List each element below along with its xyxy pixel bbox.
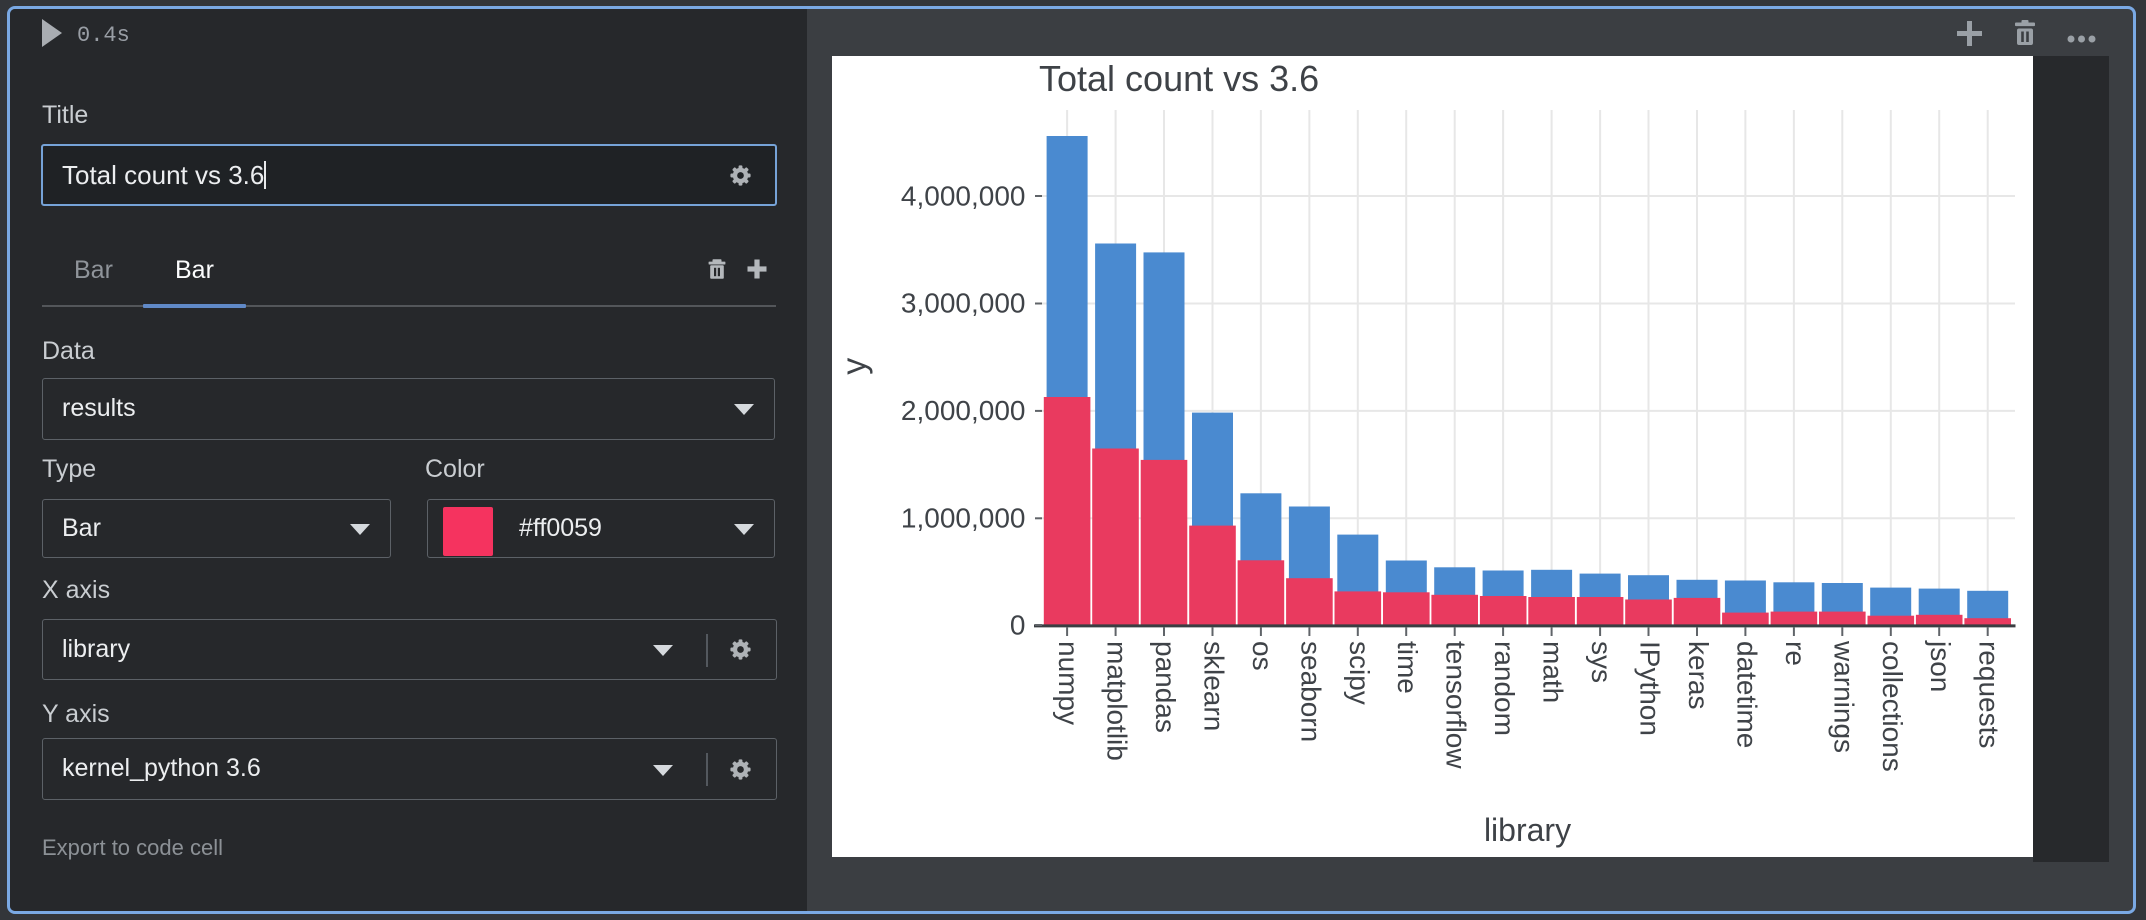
svg-text:json: json (1925, 640, 1956, 692)
svg-text:sklearn: sklearn (1199, 641, 1230, 731)
svg-text:IPython: IPython (1635, 641, 1666, 736)
svg-text:sys: sys (1586, 641, 1617, 683)
svg-text:collections: collections (1877, 641, 1908, 772)
svg-text:warnings: warnings (1828, 640, 1859, 753)
svg-text:4,000,000: 4,000,000 (901, 181, 1026, 212)
svg-text:3,000,000: 3,000,000 (901, 288, 1026, 319)
svg-text:pandas: pandas (1150, 641, 1181, 733)
svg-text:2,000,000: 2,000,000 (901, 395, 1026, 426)
svg-text:0: 0 (1010, 610, 1026, 641)
svg-text:random: random (1489, 641, 1520, 736)
svg-text:math: math (1538, 641, 1569, 703)
svg-text:numpy: numpy (1053, 641, 1084, 725)
svg-text:tensorflow: tensorflow (1441, 641, 1472, 769)
svg-text:time: time (1392, 641, 1423, 694)
svg-text:os: os (1247, 641, 1278, 671)
svg-text:scipy: scipy (1344, 641, 1375, 705)
svg-text:y: y (835, 358, 873, 375)
svg-text:datetime: datetime (1731, 641, 1762, 748)
svg-text:seaborn: seaborn (1295, 641, 1326, 742)
svg-text:re: re (1780, 641, 1811, 666)
svg-text:keras: keras (1683, 641, 1714, 709)
svg-text:matplotlib: matplotlib (1102, 641, 1133, 761)
svg-text:Total count vs 3.6: Total count vs 3.6 (1039, 58, 1319, 99)
svg-text:library: library (1484, 812, 1571, 848)
svg-text:1,000,000: 1,000,000 (901, 502, 1026, 533)
svg-text:requests: requests (1974, 641, 2005, 748)
